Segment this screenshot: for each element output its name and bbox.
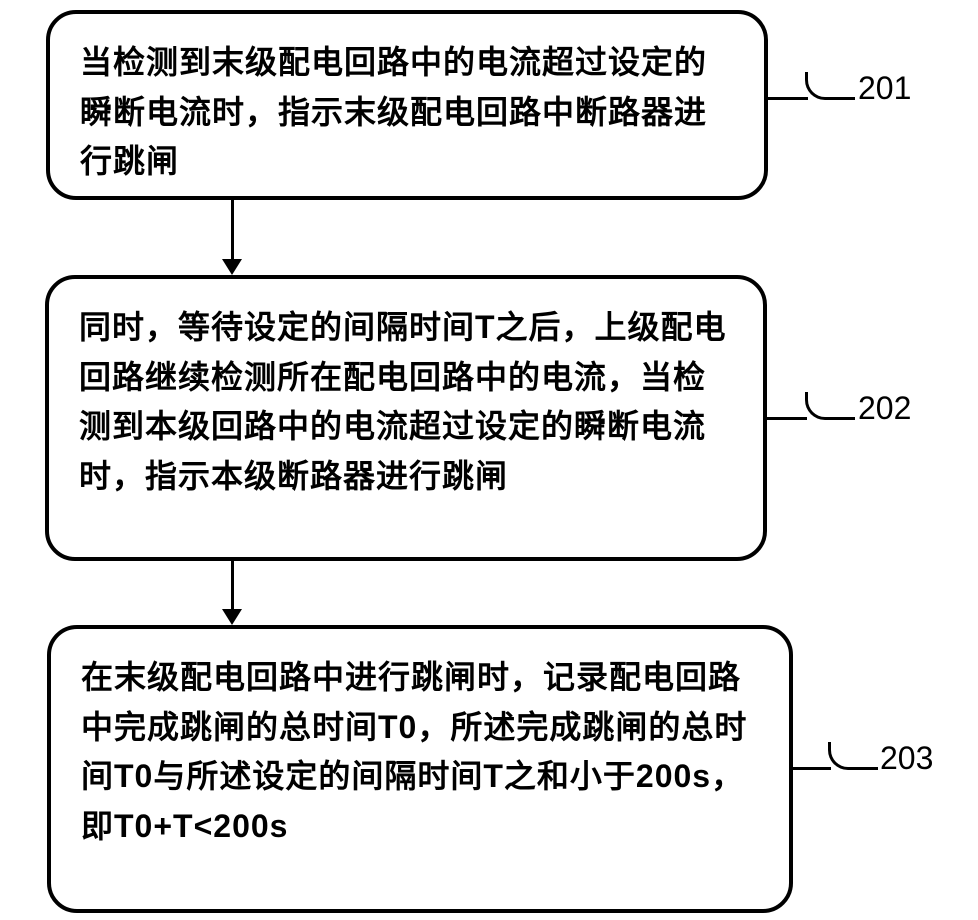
box2-text: 同时，等待设定的间隔时间T之后，上级配电回路继续检测所在配电回路中的电流，当检测…: [79, 303, 733, 501]
connector-line-1: [768, 97, 808, 100]
flowchart-box-2: 同时，等待设定的间隔时间T之后，上级配电回路继续检测所在配电回路中的电流，当检测…: [45, 275, 767, 561]
connector-curve-3: [828, 742, 878, 770]
connector-curve-1: [805, 72, 855, 100]
box1-text: 当检测到末级配电回路中的电流超过设定的瞬断电流时，指示末级配电回路中断路器进行跳…: [80, 38, 734, 187]
flowchart-box-1: 当检测到末级配电回路中的电流超过设定的瞬断电流时，指示末级配电回路中断路器进行跳…: [46, 10, 768, 200]
box2-label: 202: [858, 390, 911, 427]
flowchart-box-3: 在末级配电回路中进行跳闸时，记录配电回路中完成跳闸的总时间T0，所述完成跳闸的总…: [47, 625, 793, 913]
box3-label: 203: [880, 740, 933, 777]
box1-label: 201: [858, 70, 911, 107]
arrow-1-line: [231, 200, 234, 260]
connector-curve-2: [805, 392, 855, 420]
connector-line-3: [793, 767, 831, 770]
arrow-1-head: [222, 259, 242, 275]
box3-text: 在末级配电回路中进行跳闸时，记录配电回路中完成跳闸的总时间T0，所述完成跳闸的总…: [81, 653, 759, 851]
arrow-2-head: [222, 609, 242, 625]
connector-line-2: [767, 417, 807, 420]
arrow-2-line: [231, 561, 234, 611]
